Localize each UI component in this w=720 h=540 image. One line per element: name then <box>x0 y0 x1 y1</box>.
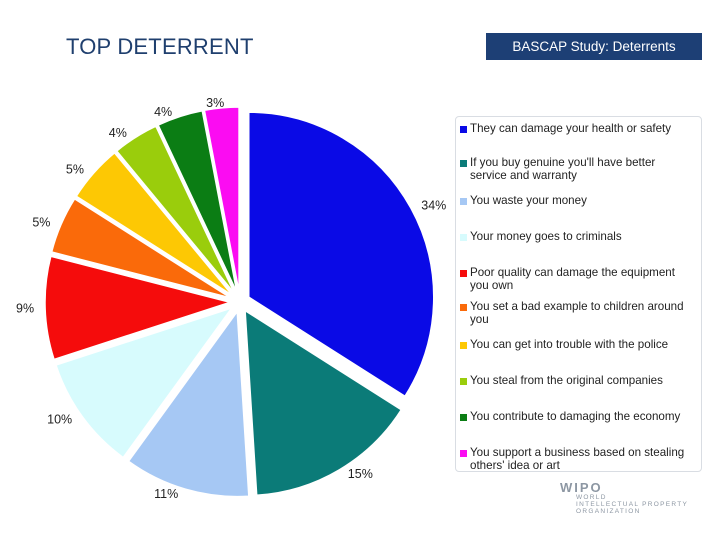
legend-label-10: You support a business based on stealing… <box>470 446 695 472</box>
logo-sub-line-2: INTELLECTUAL PROPERTY <box>576 501 689 508</box>
legend-label-line: You contribute to damaging the economy <box>470 410 681 423</box>
legend-label-line: They can damage your health or safety <box>470 122 672 135</box>
legend-label-line: You can get into trouble with the police <box>470 338 669 351</box>
legend-label-line: If you buy genuine you'll have better <box>470 156 656 169</box>
legend-swatch-7 <box>460 342 467 349</box>
legend-label-line: You waste your money <box>470 194 587 207</box>
pie-slice-2 <box>244 309 403 497</box>
legend-label-4: Your money goes to criminals <box>470 230 695 244</box>
legend-label-line: You support a business based on stealing <box>470 446 685 459</box>
legend-label-line: Poor quality can damage the equipment <box>470 266 675 279</box>
pie-label-6: 5% <box>32 216 50 230</box>
page-title: TOP DETERRENT <box>66 34 254 59</box>
pie-slice-9 <box>157 109 238 293</box>
legend-swatch-9 <box>460 414 467 421</box>
pie-label-2: 15% <box>348 467 373 481</box>
legend-label-7: You can get into trouble with the police <box>470 338 695 352</box>
legend-label-line: You set a bad example to children around <box>470 300 684 313</box>
pie-label-1: 34% <box>421 199 446 213</box>
legend-label-8: You steal from the original companies <box>470 374 695 388</box>
logo-sub-line-1: WORLD <box>576 494 607 501</box>
pie-slice-1 <box>248 111 435 398</box>
pie-label-10: 3% <box>206 96 224 110</box>
pie-label-5: 9% <box>16 301 34 315</box>
study-badge: BASCAP Study: Deterrents <box>486 33 702 60</box>
pie-slice-5 <box>44 255 233 361</box>
wipo-logo: WIPO WORLD INTELLECTUAL PROPERTY ORGANIZ… <box>560 480 700 520</box>
legend-swatch-1 <box>460 126 467 133</box>
legend-label-line: you <box>470 312 489 326</box>
legend-label-1: They can damage your health or safety <box>470 122 695 136</box>
pie-label-4: 10% <box>47 413 72 427</box>
pie-slice-10 <box>203 106 240 293</box>
legend-label-5: Poor quality can damage the equipment you… <box>470 266 695 292</box>
legend-swatch-5 <box>460 270 467 277</box>
legend-swatch-4 <box>460 234 467 241</box>
legend-swatch-6 <box>460 304 467 311</box>
legend-label-line: You steal from the original companies <box>470 374 663 387</box>
logo-sub-line-3: ORGANIZATION <box>576 508 641 515</box>
pie-slice-4 <box>55 306 234 459</box>
legend-swatch-8 <box>460 378 467 385</box>
pie-slice-3 <box>127 309 250 498</box>
chart-legend: They can damage your health or safety If … <box>455 116 702 472</box>
legend-label-6: You set a bad example to children around… <box>470 300 695 326</box>
pie-label-9: 4% <box>154 105 172 119</box>
legend-label-9: You contribute to damaging the economy <box>470 410 695 424</box>
legend-label-line: service and warranty <box>470 168 577 182</box>
pie-label-7: 5% <box>66 163 84 177</box>
legend-label-3: You waste your money <box>470 194 695 208</box>
legend-swatch-2 <box>460 160 467 167</box>
pie-label-3: 11% <box>154 487 178 501</box>
pie-slice-8 <box>115 125 236 295</box>
legend-label-line: others' idea or art <box>470 458 560 472</box>
pie-label-8: 4% <box>109 126 127 140</box>
pie-slice-6 <box>50 197 232 299</box>
legend-label-line: you own <box>470 278 514 292</box>
pie-slice-7 <box>75 151 234 297</box>
legend-label-line: Your money goes to criminals <box>470 230 622 243</box>
legend-swatch-3 <box>460 198 467 205</box>
logo-wordmark: WIPO <box>560 480 603 495</box>
legend-swatch-10 <box>460 450 467 457</box>
legend-label-2: If you buy genuine you'll have better ser… <box>470 156 695 182</box>
